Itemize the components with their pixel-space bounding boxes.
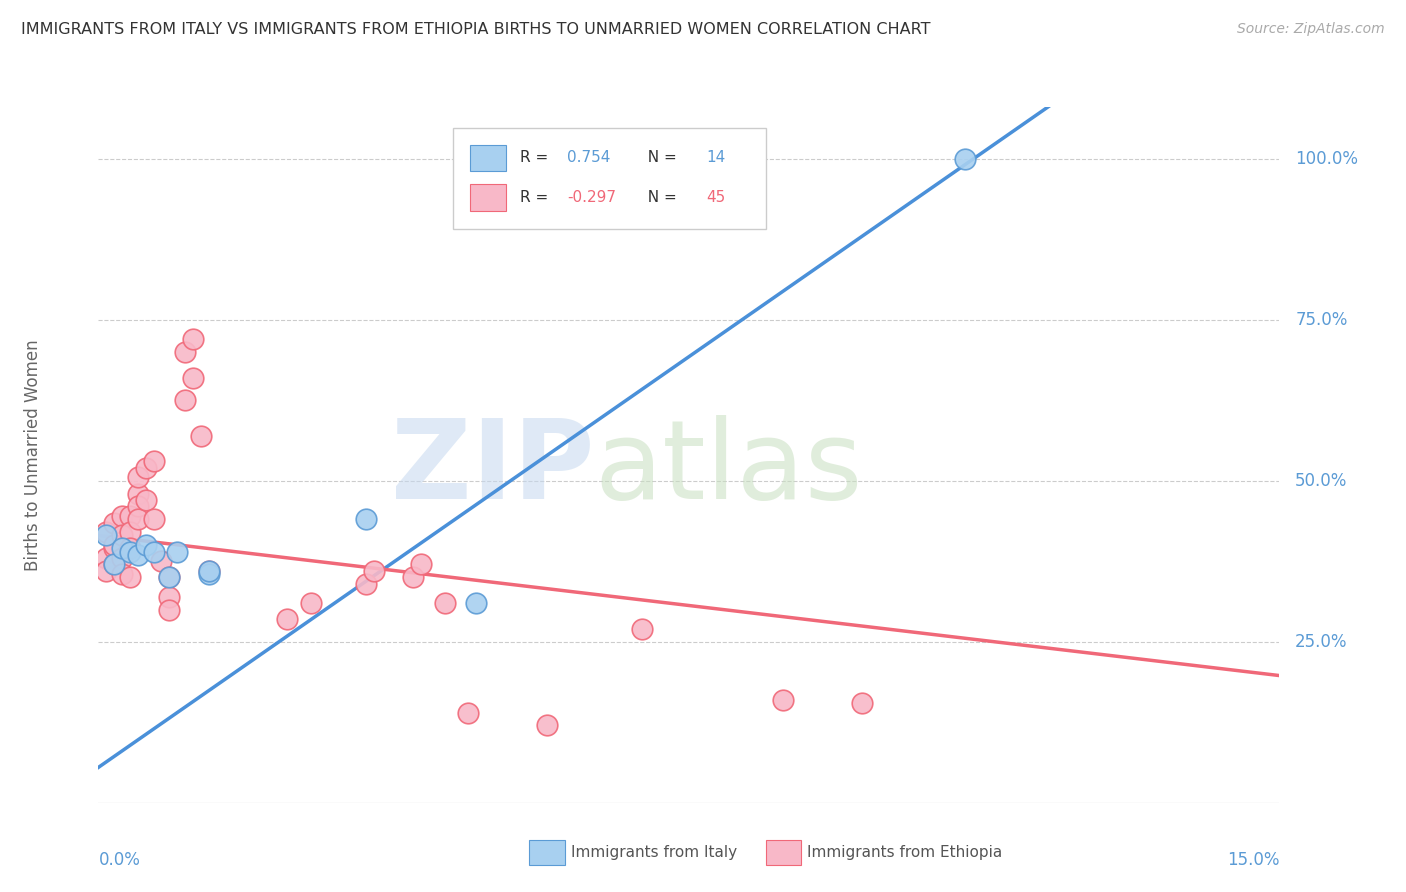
Text: Births to Unmarried Women: Births to Unmarried Women [24, 339, 42, 571]
Point [135, 460, 157, 475]
Point [118, 525, 141, 540]
Text: Immigrants from Ethiopia: Immigrants from Ethiopia [807, 846, 1002, 861]
Point [190, 428, 212, 442]
Point [276, 612, 298, 626]
Point [157, 570, 180, 584]
Point [118, 509, 141, 524]
Text: IMMIGRANTS FROM ITALY VS IMMIGRANTS FROM ETHIOPIA BIRTHS TO UNMARRIED WOMEN CORR: IMMIGRANTS FROM ITALY VS IMMIGRANTS FROM… [21, 22, 931, 37]
Point [772, 692, 794, 706]
Point [127, 548, 149, 562]
Text: 0.0%: 0.0% [98, 851, 141, 869]
Bar [530, 840, 565, 865]
Point [111, 541, 134, 556]
Point [197, 564, 219, 578]
Bar [471, 145, 506, 171]
Point [174, 344, 197, 359]
Point [127, 512, 149, 526]
Point [127, 470, 149, 484]
Text: 100.0%: 100.0% [1295, 150, 1358, 168]
Point [96, 528, 118, 542]
Text: R =: R = [520, 151, 553, 165]
Point [851, 696, 873, 710]
Bar [766, 840, 801, 865]
Point [536, 718, 558, 732]
Point [127, 500, 149, 514]
Point [457, 706, 479, 720]
Point [118, 541, 141, 556]
Point [630, 622, 652, 636]
Text: 45: 45 [707, 190, 725, 205]
Point [181, 332, 204, 346]
Point [127, 486, 149, 500]
Point [174, 393, 197, 408]
Point [363, 564, 385, 578]
Point [166, 544, 188, 558]
Point [465, 596, 488, 610]
Point [402, 570, 425, 584]
Point [118, 570, 141, 584]
Point [111, 567, 134, 582]
Text: -0.297: -0.297 [567, 190, 616, 205]
Text: 15.0%: 15.0% [1227, 851, 1279, 869]
Point [142, 544, 165, 558]
Text: N =: N = [638, 190, 682, 205]
FancyBboxPatch shape [453, 128, 766, 229]
Text: R =: R = [520, 190, 553, 205]
Bar [471, 185, 506, 211]
Point [299, 596, 322, 610]
Point [103, 541, 125, 556]
Point [157, 602, 180, 616]
Point [157, 570, 180, 584]
Text: Immigrants from Italy: Immigrants from Italy [571, 846, 737, 861]
Point [181, 370, 204, 384]
Point [354, 576, 377, 591]
Point [135, 538, 157, 552]
Point [111, 509, 134, 524]
Point [103, 516, 125, 530]
Text: ZIP: ZIP [391, 416, 595, 523]
Point [197, 567, 219, 582]
Point [111, 551, 134, 566]
Point [118, 544, 141, 558]
Point [197, 564, 219, 578]
Point [111, 528, 134, 542]
Point [142, 512, 165, 526]
Text: Source: ZipAtlas.com: Source: ZipAtlas.com [1237, 22, 1385, 37]
Point [96, 525, 118, 540]
Point [103, 538, 125, 552]
Point [157, 590, 180, 604]
Text: 0.754: 0.754 [567, 151, 610, 165]
Point [953, 152, 976, 166]
Point [354, 512, 377, 526]
Point [150, 554, 173, 568]
Text: 14: 14 [707, 151, 725, 165]
Point [142, 454, 165, 468]
Point [96, 564, 118, 578]
Point [135, 493, 157, 508]
Text: N =: N = [638, 151, 682, 165]
Point [103, 558, 125, 572]
Text: 50.0%: 50.0% [1295, 472, 1347, 490]
Point [433, 596, 456, 610]
Point [103, 558, 125, 572]
Point [96, 551, 118, 566]
Point [411, 558, 433, 572]
Text: 75.0%: 75.0% [1295, 310, 1347, 328]
Text: 25.0%: 25.0% [1295, 632, 1348, 651]
Text: atlas: atlas [595, 416, 863, 523]
